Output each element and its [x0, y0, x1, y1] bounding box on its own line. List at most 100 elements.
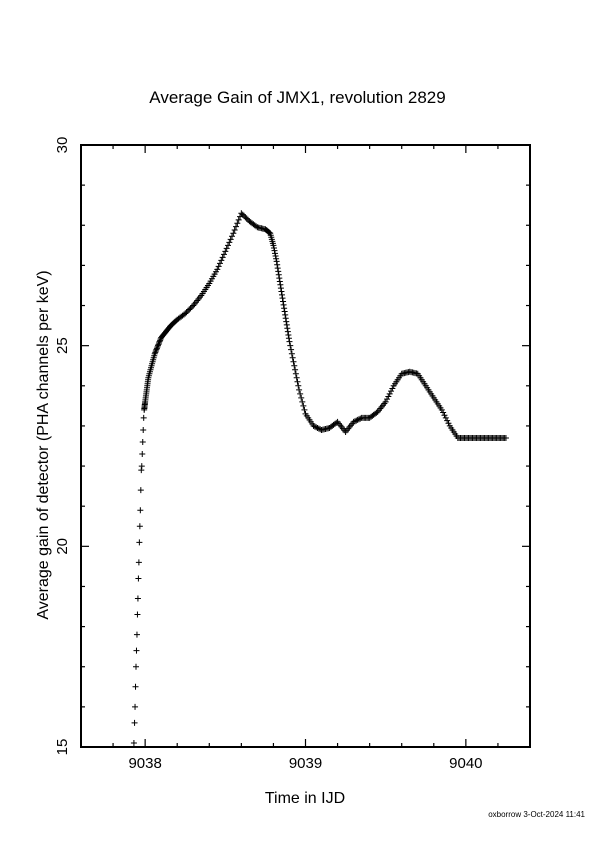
data-point — [271, 247, 278, 254]
data-point — [220, 251, 227, 258]
data-point — [239, 211, 246, 218]
data-point — [281, 308, 288, 315]
data-point — [285, 331, 292, 338]
data-point — [155, 341, 162, 348]
data-point — [226, 239, 233, 246]
data-point — [277, 285, 284, 292]
data-point — [135, 575, 142, 582]
data-point — [157, 337, 164, 344]
data-point — [275, 271, 282, 278]
data-point — [294, 378, 301, 385]
y-tick-label: 20 — [54, 538, 71, 555]
data-point — [297, 390, 304, 397]
data-point — [224, 242, 231, 249]
data-point — [266, 229, 273, 236]
data-point — [273, 255, 280, 262]
data-point — [289, 354, 296, 361]
data-point — [310, 422, 317, 429]
data-point — [186, 306, 193, 313]
data-point — [285, 335, 292, 342]
data-point — [313, 424, 320, 431]
data-point — [288, 350, 295, 357]
data-point — [131, 719, 138, 726]
data-point — [287, 342, 294, 349]
data-point — [137, 487, 144, 494]
data-point — [283, 318, 290, 325]
data-point — [184, 307, 191, 314]
data-point — [154, 342, 161, 349]
data-point — [284, 328, 291, 335]
x-tick-label: 9039 — [289, 755, 322, 772]
data-point — [272, 250, 279, 257]
data-point — [290, 358, 297, 365]
data-point — [133, 631, 140, 638]
data-point — [222, 248, 229, 255]
data-point — [389, 385, 396, 392]
data-point — [315, 425, 322, 432]
data-point — [286, 338, 293, 345]
data-point — [233, 223, 240, 230]
data-point — [230, 230, 237, 237]
data-point — [295, 382, 302, 389]
data-point — [138, 463, 145, 470]
data-point — [442, 414, 449, 421]
data-point — [273, 258, 280, 265]
data-point — [156, 339, 163, 346]
data-point — [444, 417, 451, 424]
data-point — [388, 388, 395, 395]
data-point — [280, 301, 287, 308]
data-point — [357, 415, 364, 422]
data-point — [270, 245, 277, 252]
data-point — [156, 338, 163, 345]
data-point — [502, 434, 509, 441]
data-point — [235, 216, 242, 223]
data-point — [280, 298, 287, 305]
data-point — [292, 370, 299, 377]
data-point — [296, 386, 303, 393]
x-tick-label: 9038 — [128, 755, 161, 772]
data-point — [386, 390, 393, 397]
data-point — [231, 226, 238, 233]
data-point — [182, 310, 189, 317]
x-axis-label: Time in IJD — [264, 790, 346, 807]
data-series — [130, 210, 509, 746]
data-point — [136, 523, 143, 530]
data-point — [135, 559, 142, 566]
data-point — [140, 426, 147, 433]
data-point — [243, 215, 250, 222]
data-point — [139, 451, 146, 458]
data-point — [299, 398, 306, 405]
data-point — [373, 409, 380, 416]
data-point — [238, 210, 245, 217]
y-tick-label: 25 — [54, 337, 71, 354]
data-point — [153, 346, 160, 353]
data-point — [132, 683, 139, 690]
data-point — [132, 703, 139, 710]
data-point — [278, 288, 285, 295]
data-point — [154, 344, 161, 351]
data-point — [130, 739, 137, 746]
data-point — [384, 396, 391, 403]
data-point — [183, 309, 190, 316]
data-point — [333, 419, 340, 426]
data-point — [188, 303, 195, 310]
data-point — [216, 260, 223, 267]
data-point — [215, 263, 222, 270]
y-tick-label: 30 — [54, 137, 71, 154]
data-point — [353, 417, 360, 424]
data-point — [291, 362, 298, 369]
data-point — [292, 366, 299, 373]
data-point — [282, 315, 289, 322]
data-point — [253, 223, 260, 230]
data-point — [284, 325, 291, 332]
data-point — [301, 406, 308, 413]
data-point — [440, 409, 447, 416]
data-point — [385, 393, 392, 400]
data-point — [242, 214, 249, 221]
data-point — [300, 402, 307, 409]
data-point — [438, 406, 445, 413]
data-point — [283, 321, 290, 328]
data-point — [445, 420, 452, 427]
data-point — [288, 346, 295, 353]
data-point — [293, 374, 300, 381]
